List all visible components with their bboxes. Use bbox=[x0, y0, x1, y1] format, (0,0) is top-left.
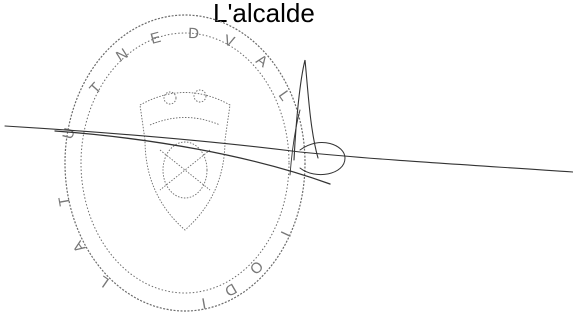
signatory-title: L'alcalde bbox=[213, 0, 315, 28]
svg-text:T: T bbox=[86, 79, 105, 97]
svg-text:U: U bbox=[59, 126, 78, 141]
svg-text:I: I bbox=[200, 294, 207, 311]
svg-text:A: A bbox=[70, 238, 90, 256]
official-seal-icon: T N E D V A L U T A L I D O I bbox=[56, 14, 306, 312]
svg-text:N: N bbox=[113, 45, 131, 65]
svg-text:L: L bbox=[275, 88, 294, 105]
svg-text:V: V bbox=[222, 32, 237, 51]
seal-outer-ring bbox=[64, 14, 306, 312]
svg-text:D: D bbox=[221, 280, 239, 300]
svg-text:D: D bbox=[188, 25, 200, 42]
svg-text:L: L bbox=[96, 272, 113, 291]
svg-text:E: E bbox=[149, 29, 163, 48]
handwritten-signature-icon bbox=[4, 59, 573, 185]
svg-text:T: T bbox=[56, 195, 74, 207]
seal-ring-lettering: T N E D V A L U T A L I D O I bbox=[56, 25, 294, 312]
svg-text:I: I bbox=[277, 228, 294, 239]
svg-text:O: O bbox=[246, 257, 266, 277]
coat-of-arms-icon bbox=[139, 89, 231, 231]
seal-inner-ring bbox=[80, 32, 290, 294]
